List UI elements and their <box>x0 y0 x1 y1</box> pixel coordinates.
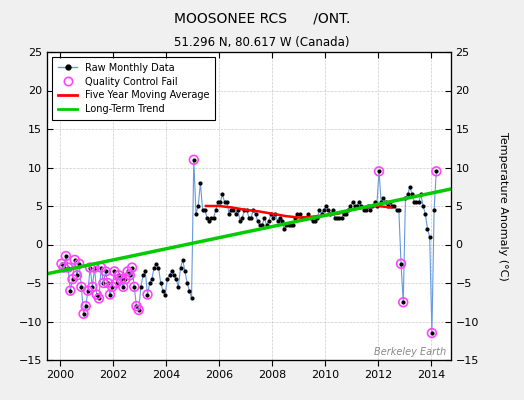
Point <box>432 168 441 174</box>
Point <box>130 284 138 290</box>
Point <box>86 264 94 271</box>
Point <box>108 284 116 290</box>
Y-axis label: Temperature Anomaly (°C): Temperature Anomaly (°C) <box>498 132 508 280</box>
Point <box>128 264 136 271</box>
Point <box>95 295 103 302</box>
Point <box>143 291 151 298</box>
Point <box>97 264 105 271</box>
Point <box>68 276 77 282</box>
Point <box>104 280 112 286</box>
Point <box>126 272 134 278</box>
Text: Berkeley Earth: Berkeley Earth <box>375 347 446 357</box>
Point <box>132 303 140 309</box>
Point <box>99 280 107 286</box>
Point <box>115 272 123 278</box>
Point <box>397 260 405 267</box>
Point <box>113 280 121 286</box>
Point <box>190 156 198 163</box>
Point <box>77 284 85 290</box>
Point <box>106 291 114 298</box>
Point <box>90 264 99 271</box>
Point <box>117 276 125 282</box>
Point <box>110 268 118 275</box>
Point <box>79 310 88 317</box>
Point <box>399 299 408 306</box>
Legend: Raw Monthly Data, Quality Control Fail, Five Year Moving Average, Long-Term Tren: Raw Monthly Data, Quality Control Fail, … <box>52 57 215 120</box>
Point <box>82 303 90 309</box>
Point <box>124 268 132 275</box>
Point <box>84 288 92 294</box>
Text: 51.296 N, 80.617 W (Canada): 51.296 N, 80.617 W (Canada) <box>174 36 350 49</box>
Point <box>75 260 83 267</box>
Point <box>88 284 96 290</box>
Point <box>101 268 110 275</box>
Point <box>60 264 68 271</box>
Point <box>119 284 127 290</box>
Point <box>93 291 101 298</box>
Point <box>71 257 79 263</box>
Text: MOOSONEE RCS      /ONT.: MOOSONEE RCS /ONT. <box>174 12 350 26</box>
Point <box>62 253 70 259</box>
Point <box>66 288 74 294</box>
Point <box>64 264 72 271</box>
Point <box>428 330 436 336</box>
Point <box>135 307 143 313</box>
Point <box>375 168 383 174</box>
Point <box>121 276 129 282</box>
Point <box>57 260 66 267</box>
Point <box>73 272 81 278</box>
